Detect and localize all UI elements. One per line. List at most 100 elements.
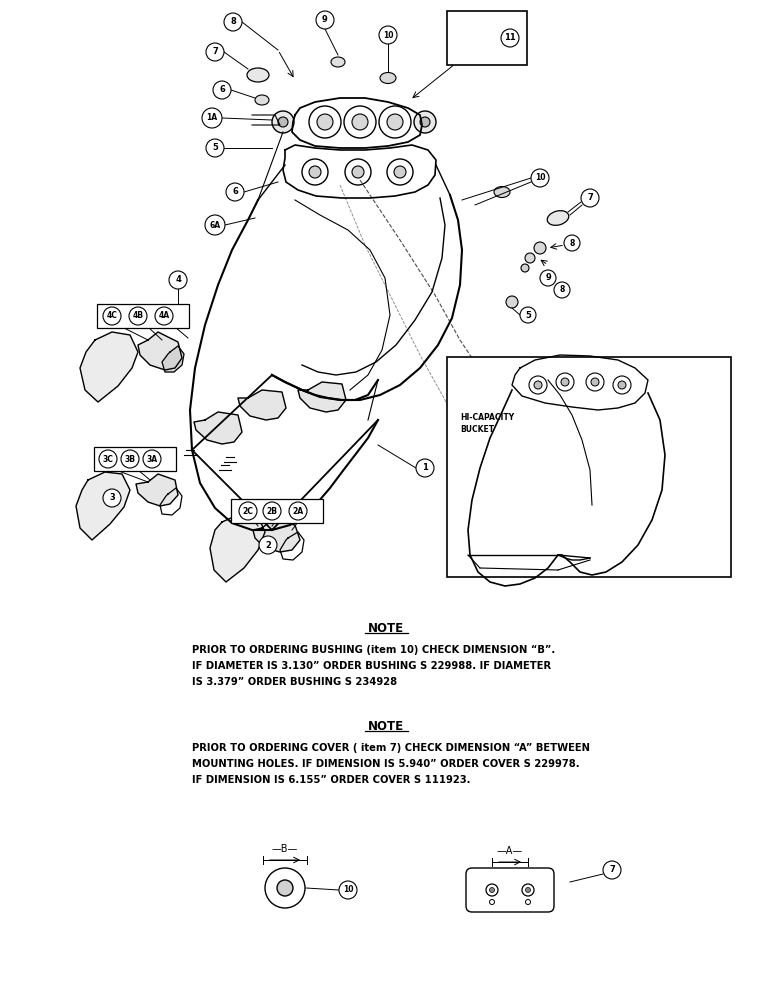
Circle shape <box>486 884 498 896</box>
Text: 4A: 4A <box>158 312 170 320</box>
Text: 2B: 2B <box>266 506 277 516</box>
Circle shape <box>414 111 436 133</box>
Circle shape <box>618 381 626 389</box>
Circle shape <box>224 13 242 31</box>
Circle shape <box>603 861 621 879</box>
Circle shape <box>99 450 117 468</box>
Polygon shape <box>210 514 265 582</box>
Text: 4: 4 <box>175 275 181 284</box>
Circle shape <box>205 215 225 235</box>
Circle shape <box>521 264 529 272</box>
Text: 5: 5 <box>212 143 218 152</box>
Circle shape <box>316 11 334 29</box>
Text: 6: 6 <box>232 188 238 196</box>
Polygon shape <box>253 520 300 552</box>
FancyBboxPatch shape <box>97 304 189 328</box>
Circle shape <box>520 307 536 323</box>
Circle shape <box>506 296 518 308</box>
FancyBboxPatch shape <box>447 357 731 577</box>
FancyBboxPatch shape <box>231 499 323 523</box>
Text: 1: 1 <box>422 464 428 473</box>
Polygon shape <box>80 332 138 402</box>
Circle shape <box>226 183 244 201</box>
Text: 8: 8 <box>559 286 564 294</box>
Circle shape <box>206 139 224 157</box>
Text: NOTE: NOTE <box>368 720 404 732</box>
Circle shape <box>581 189 599 207</box>
Circle shape <box>103 307 121 325</box>
Polygon shape <box>194 412 242 444</box>
Text: —B—: —B— <box>272 844 298 854</box>
Text: PRIOR TO ORDERING COVER ( item 7) CHECK DIMENSION “A” BETWEEN: PRIOR TO ORDERING COVER ( item 7) CHECK … <box>192 743 590 753</box>
Polygon shape <box>238 390 286 420</box>
Text: IS 3.379” ORDER BUSHING S 234928: IS 3.379” ORDER BUSHING S 234928 <box>192 677 397 687</box>
Circle shape <box>525 253 535 263</box>
Polygon shape <box>162 346 184 372</box>
Circle shape <box>317 114 333 130</box>
Circle shape <box>379 26 397 44</box>
Circle shape <box>394 166 406 178</box>
Circle shape <box>289 502 307 520</box>
Text: 3: 3 <box>109 493 115 502</box>
Text: HI-CAPACITY: HI-CAPACITY <box>460 414 514 422</box>
Polygon shape <box>76 472 130 540</box>
Text: 3B: 3B <box>124 454 136 464</box>
Circle shape <box>277 880 293 896</box>
Ellipse shape <box>247 68 269 82</box>
Text: 4C: 4C <box>107 312 117 320</box>
Circle shape <box>278 117 288 127</box>
Circle shape <box>564 235 580 251</box>
Circle shape <box>155 307 173 325</box>
Text: 5: 5 <box>525 310 531 320</box>
Text: NOTE: NOTE <box>368 621 404 635</box>
Circle shape <box>534 242 546 254</box>
Polygon shape <box>136 474 178 506</box>
Ellipse shape <box>331 57 345 67</box>
Polygon shape <box>462 26 474 32</box>
FancyBboxPatch shape <box>447 11 527 65</box>
Text: 3A: 3A <box>147 454 157 464</box>
Text: 11: 11 <box>504 33 516 42</box>
Text: 10: 10 <box>535 174 545 182</box>
Circle shape <box>522 884 534 896</box>
Circle shape <box>169 271 187 289</box>
Text: 7: 7 <box>587 194 593 202</box>
Circle shape <box>416 459 434 477</box>
Text: IF DIAMETER IS 3.130” ORDER BUSHING S 229988. IF DIAMETER: IF DIAMETER IS 3.130” ORDER BUSHING S 22… <box>192 661 551 671</box>
Text: 7: 7 <box>212 47 218 56</box>
Text: 6: 6 <box>219 86 225 95</box>
Circle shape <box>489 888 495 892</box>
FancyBboxPatch shape <box>466 868 554 912</box>
Circle shape <box>103 489 121 507</box>
Circle shape <box>561 378 569 386</box>
Text: —A—: —A— <box>497 846 523 856</box>
Text: 10: 10 <box>383 30 393 39</box>
Text: 3C: 3C <box>103 454 113 464</box>
Circle shape <box>526 888 530 892</box>
Text: 2A: 2A <box>293 506 303 516</box>
Ellipse shape <box>494 186 510 198</box>
Circle shape <box>309 166 321 178</box>
Text: 6A: 6A <box>209 221 221 230</box>
Circle shape <box>534 381 542 389</box>
Circle shape <box>259 536 277 554</box>
FancyBboxPatch shape <box>94 447 176 471</box>
Circle shape <box>352 114 368 130</box>
Circle shape <box>420 117 430 127</box>
Text: 10: 10 <box>343 886 354 894</box>
Circle shape <box>213 81 231 99</box>
Circle shape <box>531 169 549 187</box>
Polygon shape <box>138 332 182 370</box>
Ellipse shape <box>255 95 269 105</box>
Circle shape <box>554 282 570 298</box>
Circle shape <box>352 166 364 178</box>
Ellipse shape <box>547 211 569 225</box>
Circle shape <box>143 450 161 468</box>
Text: MOUNTING HOLES. IF DIMENSION IS 5.940” ORDER COVER S 229978.: MOUNTING HOLES. IF DIMENSION IS 5.940” O… <box>192 759 580 769</box>
Text: 9: 9 <box>322 15 328 24</box>
Text: 1A: 1A <box>206 113 218 122</box>
Text: 2C: 2C <box>242 506 253 516</box>
Text: 7: 7 <box>609 865 615 874</box>
Circle shape <box>540 270 556 286</box>
Circle shape <box>339 881 357 899</box>
